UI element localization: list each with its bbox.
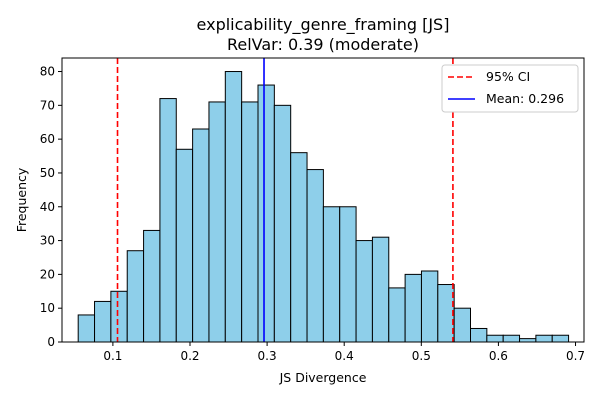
x-tick-label: 0.7	[566, 349, 585, 363]
histogram-bar	[453, 307, 472, 343]
histogram-bar	[77, 314, 96, 343]
histogram-bar	[273, 104, 292, 343]
x-axis-label: JS Divergence	[279, 370, 367, 385]
y-tick-label: 30	[40, 234, 55, 248]
chart-title: explicability_genre_framing [JS]	[197, 15, 450, 35]
histogram-bar	[306, 169, 324, 343]
histogram-bar	[159, 98, 177, 343]
histogram-bar	[110, 290, 128, 343]
x-tick-label: 0.5	[412, 349, 431, 363]
x-tick-label: 0.4	[335, 349, 354, 363]
x-tick-label: 0.2	[180, 349, 199, 363]
y-tick-label: 0	[47, 335, 55, 349]
histogram-bar	[175, 148, 194, 343]
histogram-bar	[535, 334, 553, 343]
histogram-bar	[126, 250, 145, 343]
histogram-bar	[143, 229, 161, 343]
y-tick-label: 70	[40, 98, 55, 112]
histogram-bar	[94, 300, 112, 343]
histogram-bar	[208, 101, 226, 343]
legend-mean-label: Mean: 0.296	[486, 91, 564, 106]
x-tick-label: 0.3	[258, 349, 277, 363]
histogram-bar	[470, 327, 488, 343]
histogram-bar	[551, 334, 570, 343]
histogram-bar	[224, 71, 243, 343]
histogram-bar	[290, 152, 308, 343]
y-tick-label: 40	[40, 200, 55, 214]
histogram-bar	[371, 236, 390, 343]
y-tick-label: 50	[40, 166, 55, 180]
x-axis: 0.1 0.2 0.3 0.4 0.5 0.6 0.7	[103, 342, 585, 363]
legend-box	[441, 64, 579, 113]
legend: 95% CI Mean: 0.296	[441, 64, 579, 113]
histogram-bar	[322, 206, 341, 343]
histogram-bar	[404, 273, 422, 343]
histogram-bar	[420, 270, 439, 343]
y-tick-label: 80	[40, 65, 55, 79]
chart-subtitle: RelVar: 0.39 (moderate)	[227, 35, 419, 54]
histogram-bar	[192, 128, 210, 343]
bars-group	[77, 71, 570, 343]
y-axis-label: Frequency	[14, 167, 29, 232]
y-axis: 0 10 20 30 40 50 60 70 80	[40, 65, 62, 349]
y-tick-label: 10	[40, 301, 55, 315]
y-tick-label: 20	[40, 267, 55, 281]
x-tick-label: 0.1	[103, 349, 122, 363]
histogram-bar	[355, 240, 373, 343]
histogram-bar	[437, 284, 455, 343]
histogram-bar	[519, 338, 537, 343]
histogram-bar	[241, 101, 259, 343]
histogram-bar	[339, 206, 357, 343]
histogram-bar	[388, 287, 406, 343]
legend-ci-label: 95% CI	[486, 69, 530, 84]
histogram-bar	[486, 334, 504, 343]
histogram-bar	[502, 334, 521, 343]
histogram-bar	[257, 84, 275, 343]
plot-frame	[61, 57, 585, 343]
y-tick-label: 60	[40, 132, 55, 146]
x-tick-label: 0.6	[489, 349, 508, 363]
